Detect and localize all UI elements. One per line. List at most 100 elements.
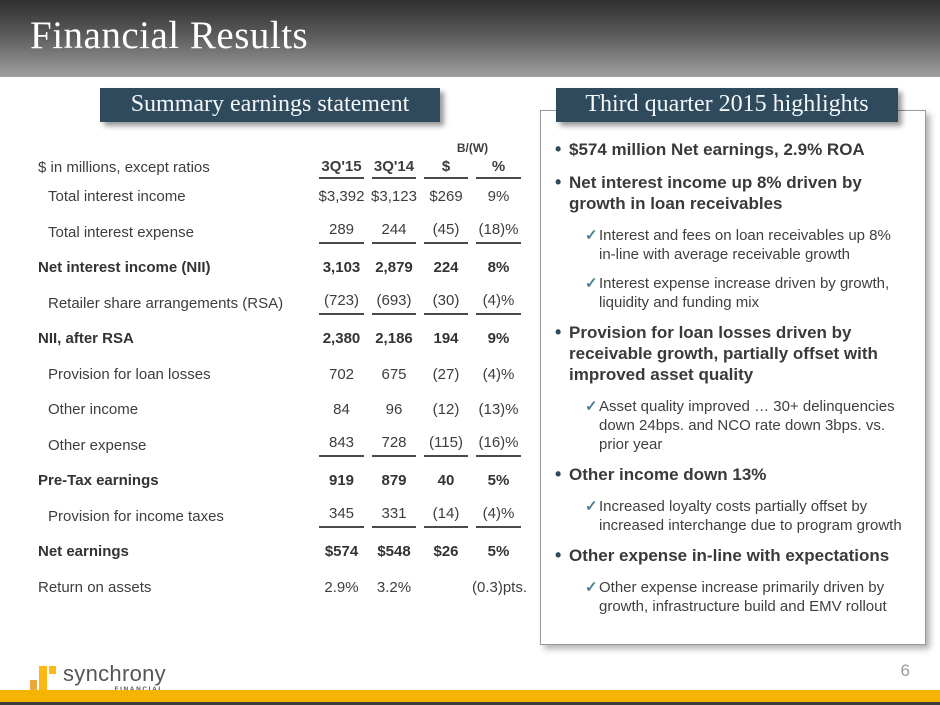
highlight-bullet: • Other expense in-line with expectations [555,545,911,566]
highlights-panel: • $574 million Net earnings, 2.9% ROA • Net… [540,110,926,645]
highlight-subpoint: ✓ Asset quality improved … 30+ delinquenc… [585,397,911,454]
highlight-text: Other income down 13% [569,465,767,484]
row-value: 2,879 [375,259,413,277]
row-value: (18)% [472,215,525,251]
highlight-text: Asset quality improved … 30+ delinquenci… [599,398,895,453]
highlight-text: Other expense increase primarily driven … [599,579,887,615]
slide-header: Financial Results [0,0,940,77]
table-caption: $ in millions, except ratios [38,159,210,176]
highlight-text: Interest expense increase driven by grow… [599,275,890,311]
summary-title: Summary earnings statement [130,91,410,117]
row-value: (12) [432,401,460,419]
row-label: Total interest income [48,188,186,206]
row-label: Net earnings [38,543,129,561]
row-value: 9% [487,330,510,348]
highlight-text: Net interest income up 8% driven by grow… [569,173,862,213]
row-label: NII, after RSA [38,330,134,348]
row-value: $26 [433,543,459,561]
row-value: 843 [315,428,368,464]
row-value [420,570,472,606]
row-value: 244 [368,215,420,251]
highlight-subpoint: ✓ Increased loyalty costs partially offse… [585,497,911,535]
row-value: 702 [328,365,355,383]
subtotal-rule [476,241,522,244]
row-value: (16)% [472,428,525,464]
highlight-bullet: • $574 million Net earnings, 2.9% ROA [555,139,911,160]
subtotal-rule [319,454,364,457]
row-value: 728 [368,428,420,464]
highlight-subpoint: ✓ Interest and fees on loan receivables u… [585,226,911,264]
row-value: 40 [437,472,455,490]
check-icon: ✓ [585,275,598,292]
check-icon: ✓ [585,579,598,596]
footer-dark-bar [0,702,940,705]
row-value: (0.3)pts. [472,578,528,596]
bw-label: B/(W) [456,141,489,155]
row-value: $574 [324,543,359,561]
table-row: Net earnings $574 $548 $26 5% [38,534,525,570]
column-header-q14: 3Q'14 [368,155,420,179]
subtotal-rule [476,312,522,315]
bullet-icon: • [555,545,562,565]
table-row: Retailer share arrangements (RSA) (723) (6… [38,286,525,322]
column-header-dollar: $ [420,155,472,179]
footer-gold-bar [0,690,940,702]
row-label: Retailer share arrangements (RSA) [48,294,284,312]
row-label: Other income [48,401,139,419]
row-value: 879 [381,472,407,490]
row-label: Total interest expense [48,223,194,241]
page-number: 6 [900,661,910,680]
subtotal-rule [319,312,364,315]
highlight-bullet: • Provision for loan losses driven by rec… [555,322,911,385]
row-value: 194 [433,330,459,348]
highlight-subpoint: ✓ Other expense increase primarily driven… [585,578,911,616]
row-value: 2,380 [322,330,361,348]
bullet-icon: • [555,322,562,342]
subtotal-rule [319,241,364,244]
table-row: Provision for loan losses 702 675 (27) (4)% [38,357,525,393]
row-value: (14) [420,499,472,535]
highlight-text: Provision for loan losses driven by rece… [569,323,878,384]
table-row: Other income 84 96 (12) (13)% [38,392,525,428]
subtotal-rule [372,241,416,244]
row-value: (27) [432,365,460,383]
row-label: Other expense [48,436,147,454]
row-label: Pre-Tax earnings [38,472,159,490]
row-value: 96 [385,401,403,419]
row-value: (13)% [478,401,519,419]
bullet-icon: • [555,139,562,159]
row-value: $269 [429,188,463,206]
row-value: (4)% [472,286,525,322]
highlight-subpoint: ✓ Interest expense increase driven by gro… [585,274,911,312]
check-icon: ✓ [585,498,598,515]
highlight-bullet: • Other income down 13% [555,464,911,485]
highlights-list: • $574 million Net earnings, 2.9% ROA • Net… [541,111,925,616]
row-value: 224 [433,259,459,277]
subtotal-rule [372,525,416,528]
earnings-table: B/(W) $ in millions, except ratios 3Q'15… [38,140,528,606]
row-value: 3,103 [322,259,361,277]
table-row: Net interest income (NII) 3,103 2,879 224 8% [38,250,525,286]
row-value: $3,392 [318,188,365,206]
subtotal-rule [424,525,468,528]
table-row: Return on assets 2.9% 3.2% (0.3)pts. [38,570,528,606]
row-value: (115) [420,428,472,464]
table-row: Provision for income taxes 345 331 (14) (4)% [38,499,525,535]
row-value: 331 [368,499,420,535]
row-value: 289 [315,215,368,251]
row-value: 5% [487,472,510,490]
row-label: Net interest income (NII) [38,259,211,277]
subtotal-rule [424,454,468,457]
subtotal-rule [476,454,522,457]
row-value: 8% [487,259,510,277]
logo-subtext: FINANCIAL [114,685,164,693]
row-value: 919 [328,472,355,490]
table-row: Pre-Tax earnings 919 879 40 5% [38,463,525,499]
row-value: 345 [315,499,368,535]
check-icon: ✓ [585,227,598,244]
row-value: 2,186 [375,330,413,348]
highlight-text: Other expense in-line with expectations [569,546,890,565]
row-value: 3.2% [376,578,412,596]
row-label: Return on assets [38,578,152,596]
